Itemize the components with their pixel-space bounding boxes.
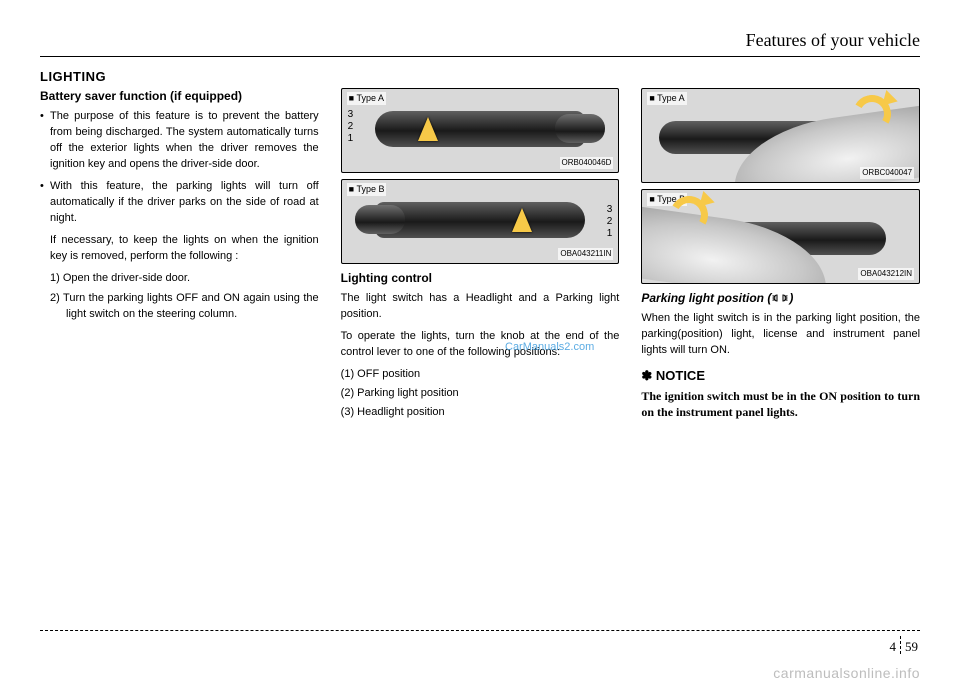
header-rule — [40, 56, 920, 57]
col3-p1: When the light switch is in the parking … — [641, 311, 920, 359]
step-item: 1) Open the driver-side door. — [50, 271, 319, 287]
fig-num: 3 — [348, 109, 354, 121]
arrow-up-icon — [512, 208, 532, 232]
notice-label: NOTICE — [656, 368, 705, 383]
col2-p2: To operate the lights, turn the knob at … — [341, 329, 620, 361]
notice-heading: ✽ NOTICE — [641, 367, 920, 386]
figure-type-a-stalk: ■ Type A 3 2 1 ORB040046D — [341, 88, 620, 173]
light-stalk-graphic — [375, 202, 585, 239]
col1-bullets: The purpose of this feature is to preven… — [40, 109, 319, 322]
col1-subheading: Battery saver function (if equipped) — [40, 88, 319, 105]
fig-num: 1 — [607, 228, 613, 240]
column-1: Battery saver function (if equipped) The… — [40, 88, 319, 424]
section-heading: LIGHTING — [40, 69, 920, 84]
bullet-text: With this feature, the parking lights wi… — [50, 180, 319, 224]
step-item: 2) Turn the parking lights OFF and ON ag… — [50, 291, 319, 323]
position-item: (3) Headlight position — [341, 405, 620, 421]
figure-type-b-stalk: ■ Type B 3 2 1 OBA043211IN — [341, 179, 620, 264]
page-num-value: 59 — [905, 639, 918, 654]
figure-label: ■ Type A — [347, 92, 386, 105]
bullet-item: With this feature, the parking lights wi… — [40, 179, 319, 323]
bullet-tail: If necessary, to keep the lights on when… — [50, 233, 319, 265]
chapter-title: Features of your vehicle — [40, 30, 920, 56]
fig-num: 3 — [607, 204, 613, 216]
notice-star-icon: ✽ — [641, 368, 652, 383]
figure-type-a-hand: ■ Type A ORBC040047 — [641, 88, 920, 183]
figure-code: ORBC040047 — [860, 167, 914, 179]
figure-numbers: 3 2 1 — [607, 204, 613, 240]
column-3: ■ Type A ORBC040047 ■ Type B OBA043212IN… — [641, 88, 920, 424]
fig-num: 2 — [348, 121, 354, 133]
page-section: 4 — [890, 639, 897, 654]
notice-text: The ignition switch must be in the ON po… — [641, 388, 920, 420]
col2-p1: The light switch has a Headlight and a P… — [341, 291, 620, 323]
content-columns: Battery saver function (if equipped) The… — [40, 88, 920, 424]
column-2: ■ Type A 3 2 1 ORB040046D ■ Type B 3 2 1… — [341, 88, 620, 424]
parking-light-icon — [771, 293, 789, 303]
footer-rule — [40, 630, 920, 631]
bullet-item: The purpose of this feature is to preven… — [40, 109, 319, 173]
footer-watermark: carmanualsonline.info — [773, 665, 920, 681]
col2-subheading: Lighting control — [341, 270, 620, 287]
figure-numbers: 3 2 1 — [348, 109, 354, 145]
col3-subheading: Parking light position () — [641, 290, 920, 307]
figure-label: ■ Type A — [647, 92, 686, 105]
figure-code: OBA043212IN — [858, 268, 914, 280]
arrow-up-icon — [418, 117, 438, 141]
fig-num: 1 — [348, 133, 354, 145]
page-number: 4 59 — [890, 636, 919, 655]
col2-positions: (1) OFF position (2) Parking light posit… — [341, 367, 620, 421]
fig-num: 2 — [607, 216, 613, 228]
figure-code: ORB040046D — [560, 157, 614, 169]
light-stalk-graphic — [375, 111, 585, 148]
position-item: (1) OFF position — [341, 367, 620, 383]
subheading-suffix: ) — [789, 291, 793, 305]
figure-label: ■ Type B — [347, 183, 387, 196]
figure-type-b-hand: ■ Type B OBA043212IN — [641, 189, 920, 284]
col1-steps: 1) Open the driver-side door. 2) Turn th… — [50, 271, 319, 323]
figure-code: OBA043211IN — [558, 248, 613, 260]
position-item: (2) Parking light position — [341, 386, 620, 402]
subheading-prefix: Parking light position ( — [641, 291, 771, 305]
page-separator — [900, 636, 901, 654]
